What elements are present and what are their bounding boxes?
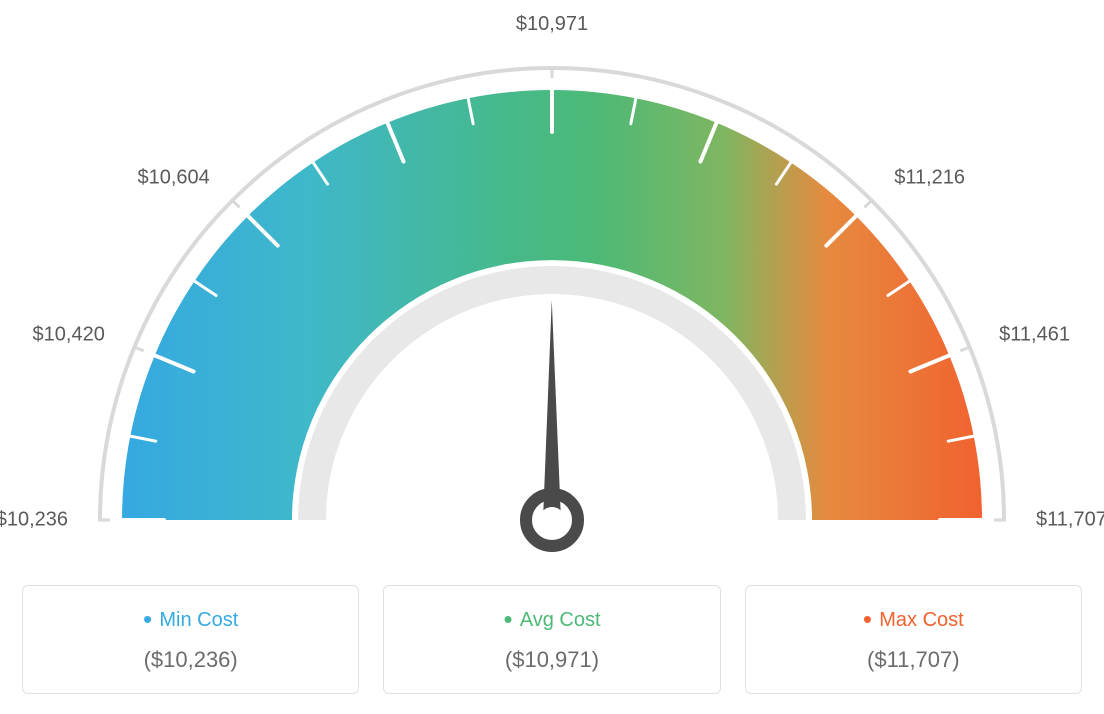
gauge-tick-label: $10,971 <box>516 13 588 36</box>
legend-card-min: Min Cost ($10,236) <box>22 585 359 694</box>
legend-card-max: Max Cost ($11,707) <box>745 585 1082 694</box>
legend-row: Min Cost ($10,236) Avg Cost ($10,971) Ma… <box>22 585 1082 694</box>
gauge-tick-label: $10,236 <box>0 509 68 532</box>
legend-card-avg: Avg Cost ($10,971) <box>383 585 720 694</box>
gauge-tick-label: $10,604 <box>137 166 209 189</box>
gauge-chart: $10,236$10,420$10,604$10,971$11,216$11,4… <box>22 20 1082 565</box>
legend-value-avg: ($10,971) <box>394 647 709 673</box>
legend-value-max: ($11,707) <box>756 647 1071 673</box>
legend-label-max: Max Cost <box>756 604 1071 635</box>
gauge-tick-label: $10,420 <box>33 323 105 346</box>
gauge-svg <box>22 20 1082 560</box>
legend-label-avg: Avg Cost <box>394 604 709 635</box>
legend-value-min: ($10,236) <box>33 647 348 673</box>
gauge-tick-label: $11,461 <box>999 323 1070 346</box>
legend-label-min: Min Cost <box>33 604 348 635</box>
gauge-tick-label: $11,707 <box>1036 509 1104 532</box>
gauge-tick-label: $11,216 <box>894 166 965 189</box>
